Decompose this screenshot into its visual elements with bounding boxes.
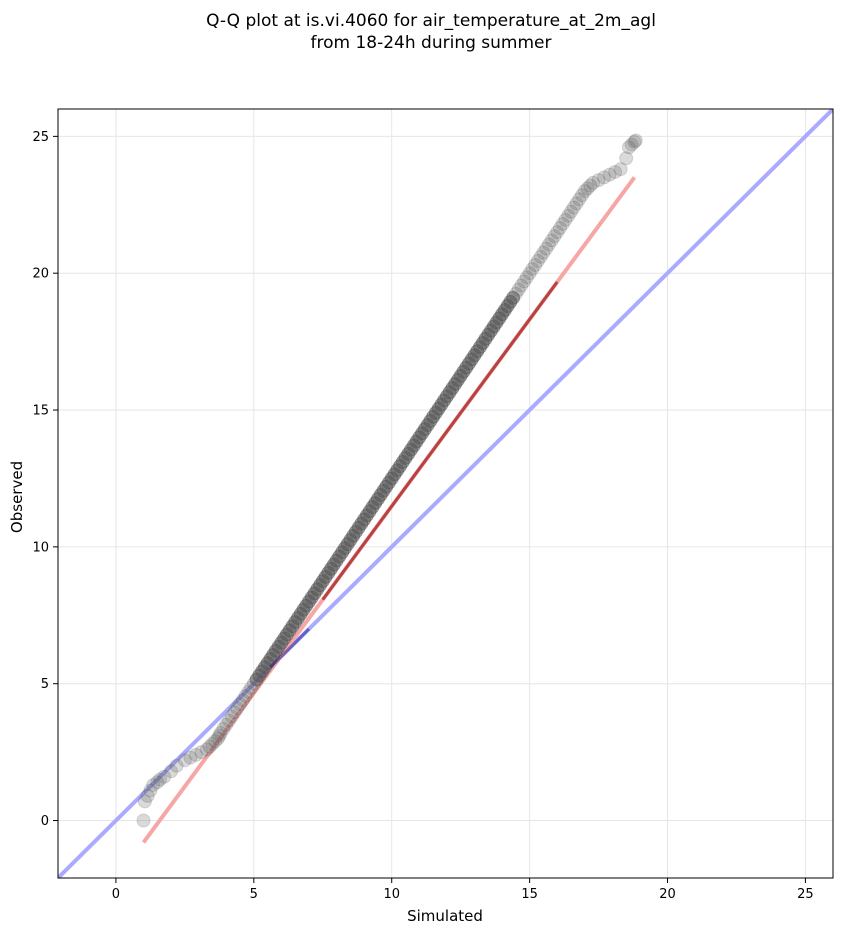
data-point <box>544 233 559 248</box>
data-point <box>628 133 643 148</box>
data-point <box>208 734 223 749</box>
data-point <box>522 266 537 281</box>
data-point <box>575 188 590 203</box>
data-point <box>177 753 192 768</box>
data-point <box>627 134 642 149</box>
data-point <box>241 684 256 699</box>
y-tick-label: 10 <box>32 540 49 555</box>
data-points <box>136 133 643 828</box>
data-point <box>216 721 231 736</box>
data-point <box>221 713 236 728</box>
data-point <box>230 701 245 716</box>
identity-line <box>58 109 833 878</box>
x-axis-label: Simulated <box>407 907 483 925</box>
data-point <box>183 750 198 765</box>
y-tick-label: 20 <box>32 267 49 282</box>
data-point <box>552 221 567 236</box>
data-point <box>536 245 551 260</box>
y-tick-label: 5 <box>41 677 49 692</box>
y-tick-label: 0 <box>41 814 49 829</box>
x-axis: 0 5 10 15 20 25 <box>112 878 814 902</box>
data-point <box>205 736 220 751</box>
data-point <box>572 192 587 207</box>
data-point <box>613 162 628 177</box>
data-point <box>511 282 526 297</box>
data-point <box>210 731 225 746</box>
data-point <box>153 772 168 787</box>
data-point <box>150 775 165 790</box>
x-tick-label: 25 <box>797 887 814 902</box>
data-point <box>233 697 248 712</box>
data-point <box>199 742 214 757</box>
data-point <box>566 200 581 215</box>
data-point <box>238 689 253 704</box>
x-tick-label: 20 <box>659 887 676 902</box>
data-point <box>558 212 573 227</box>
data-point <box>235 693 250 708</box>
data-point <box>519 270 534 285</box>
data-point <box>508 286 523 301</box>
data-point <box>563 204 578 219</box>
data-point <box>530 253 545 268</box>
data-point <box>624 137 639 152</box>
data-point <box>202 739 217 754</box>
data-point <box>583 178 598 193</box>
data-point <box>157 769 172 784</box>
data-point <box>555 216 570 231</box>
data-point <box>213 725 228 740</box>
data-point <box>547 229 562 244</box>
data-point <box>212 728 227 743</box>
y-tick-label: 15 <box>32 404 49 419</box>
data-point <box>602 167 617 182</box>
plot-frame <box>57 108 834 879</box>
data-point <box>597 170 612 185</box>
data-point <box>550 225 565 240</box>
data-point <box>621 140 636 155</box>
data-point <box>561 208 576 223</box>
data-point <box>517 274 532 289</box>
data-point <box>619 151 634 166</box>
data-point <box>188 747 203 762</box>
chart-title: Q-Q plot at is.vi.4060 for air_temperatu… <box>206 11 656 31</box>
gridlines <box>58 109 833 878</box>
data-point <box>514 278 529 293</box>
data-point <box>140 788 155 803</box>
data-point <box>164 764 179 779</box>
data-point <box>194 745 209 760</box>
data-point <box>591 173 606 188</box>
data-point <box>227 705 242 720</box>
data-point <box>580 181 595 196</box>
y-axis: 0 5 10 15 20 25 <box>32 130 58 829</box>
data-point <box>539 241 554 256</box>
data-point <box>569 196 584 211</box>
data-point <box>137 794 152 809</box>
data-point <box>525 262 540 277</box>
data-point <box>608 164 623 179</box>
data-point <box>586 175 601 190</box>
x-tick-label: 0 <box>112 887 120 902</box>
data-point <box>224 709 239 724</box>
data-point <box>136 813 151 828</box>
fit-line-overlay <box>321 281 559 601</box>
data-point <box>541 237 556 252</box>
x-tick-label: 5 <box>250 887 258 902</box>
chart-subtitle: from 18-24h during summer <box>311 33 552 53</box>
y-axis-label: Observed <box>8 461 26 533</box>
data-point <box>143 783 158 798</box>
y-tick-label: 25 <box>32 130 49 145</box>
data-point <box>577 184 592 199</box>
data-point <box>219 717 234 732</box>
identity-line-overlay <box>269 627 311 669</box>
x-tick-label: 10 <box>383 887 400 902</box>
data-point <box>528 257 543 272</box>
data-point <box>533 249 548 264</box>
data-point <box>146 777 161 792</box>
data-point <box>506 290 521 305</box>
x-tick-label: 15 <box>521 887 538 902</box>
data-point <box>169 758 184 773</box>
